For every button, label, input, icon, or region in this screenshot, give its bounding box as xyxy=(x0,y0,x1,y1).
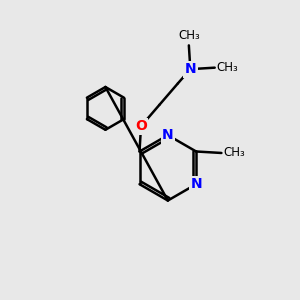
Text: N: N xyxy=(190,177,202,191)
Text: N: N xyxy=(184,62,196,76)
Text: CH₃: CH₃ xyxy=(178,29,200,42)
Text: O: O xyxy=(135,119,147,133)
Text: N: N xyxy=(162,128,174,142)
Text: CH₃: CH₃ xyxy=(216,61,238,74)
Text: CH₃: CH₃ xyxy=(223,146,244,160)
